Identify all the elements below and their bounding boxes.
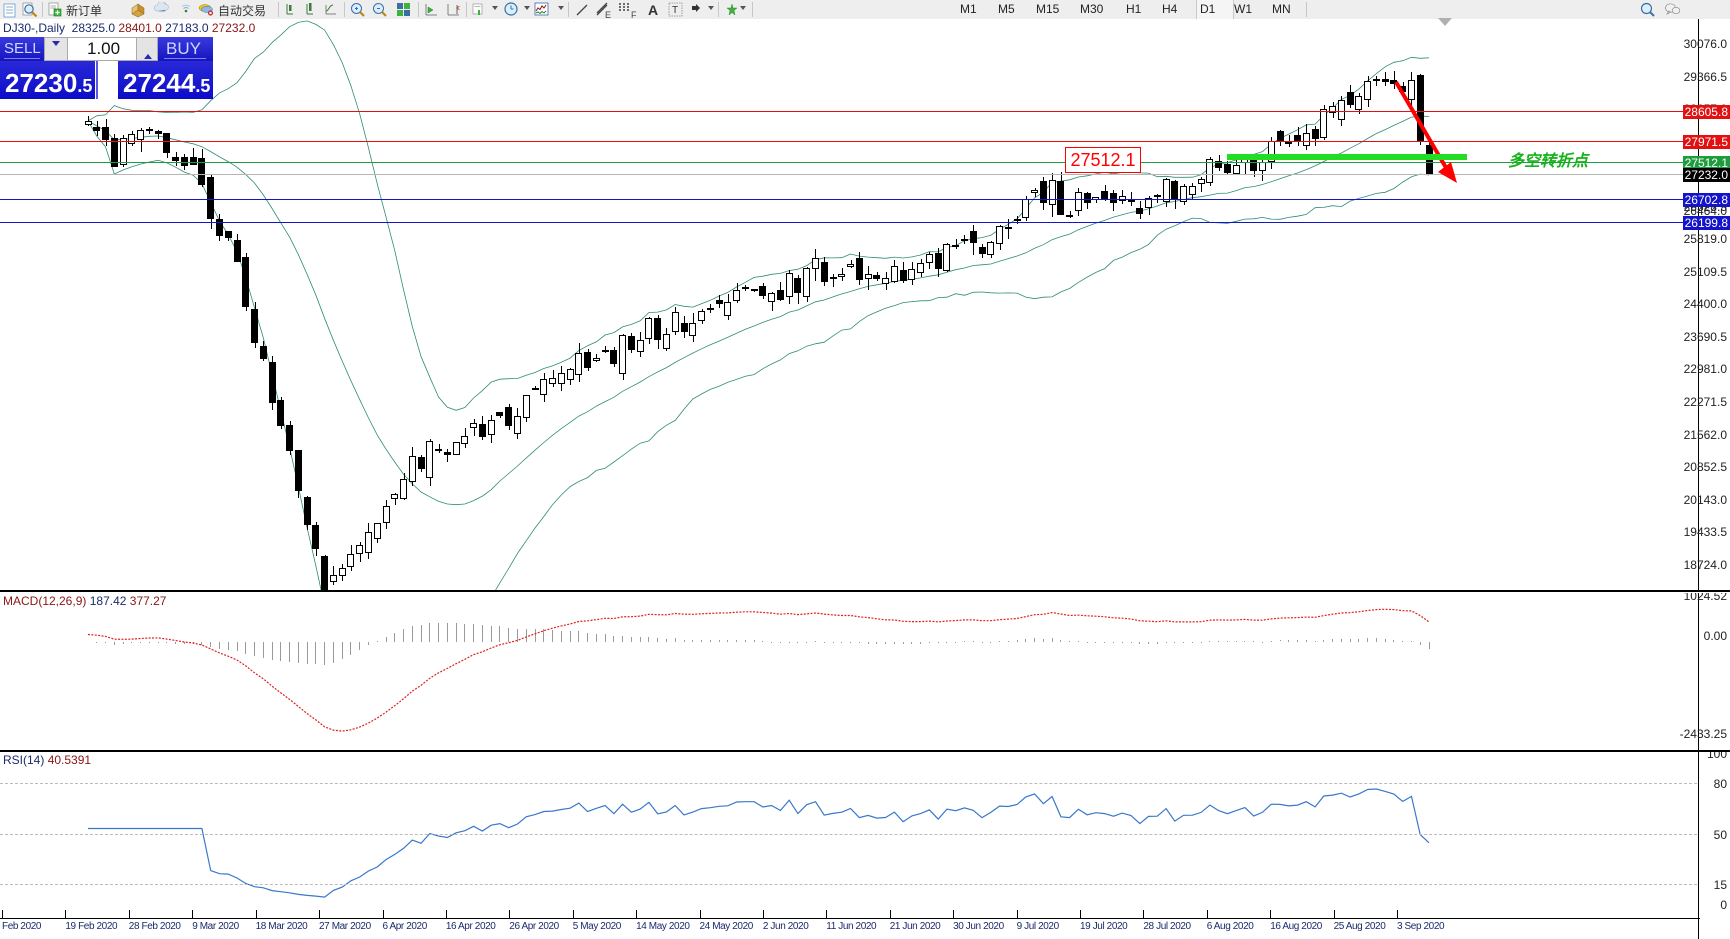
- svg-text:T: T: [672, 5, 678, 16]
